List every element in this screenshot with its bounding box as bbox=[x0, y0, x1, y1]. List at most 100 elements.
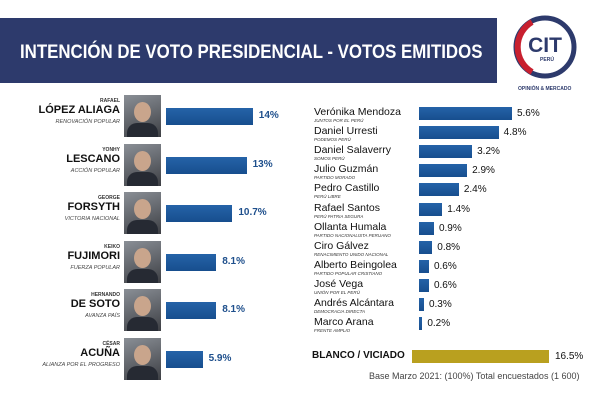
bar bbox=[419, 259, 429, 273]
bar-value-label: 10.7% bbox=[238, 207, 267, 218]
cit-logo: CIT PERÚ bbox=[513, 15, 577, 79]
candidate-party: SOMOS PERÚ bbox=[314, 156, 345, 162]
candidate-name: Alberto Beingolea bbox=[314, 258, 397, 271]
candidate-row: KEIKO FUJIMORI FUERZA POPULAR 8.1% bbox=[0, 240, 290, 285]
candidate-row: Andrés Alcántara DEMOCRACIA DIRECTA 0.3% bbox=[300, 297, 600, 316]
bar bbox=[166, 253, 217, 271]
bar-value-label: 0.9% bbox=[438, 222, 462, 234]
candidate-last-name: FORSYTH bbox=[67, 201, 120, 213]
bar bbox=[419, 221, 434, 235]
footnote: Base Marzo 2021: (100%) Total encuestado… bbox=[369, 371, 580, 381]
bar-value-label: 0.3% bbox=[428, 299, 452, 310]
candidate-party: ALIANZA POR EL PROGRESO bbox=[42, 361, 120, 368]
candidate-name: Julio Guzmán bbox=[314, 163, 379, 176]
bar bbox=[419, 183, 459, 197]
chart-title: INTENCIÓN DE VOTO PRESIDENCIAL - VOTOS E… bbox=[20, 41, 483, 63]
bar-value-label: 14% bbox=[258, 110, 279, 121]
bar-value-label: 2.9% bbox=[472, 165, 495, 177]
candidate-party: VICTORIA NACIONAL bbox=[64, 216, 120, 222]
candidate-party: JUNTOS POR EL PERÚ bbox=[314, 118, 364, 123]
candidate-party: PARTIDO MORADO bbox=[314, 175, 356, 181]
candidate-last-name: ACUÑA bbox=[80, 346, 120, 359]
candidate-first-name: RAFAEL bbox=[100, 98, 120, 104]
candidate-last-name: LESCANO bbox=[66, 152, 120, 165]
bar-value-label: 0.2% bbox=[427, 318, 451, 330]
bar bbox=[166, 205, 233, 222]
bar-value-label: 8.1% bbox=[222, 255, 246, 267]
candidate-name: Andrés Alcántara bbox=[314, 297, 394, 309]
bar-value-label: 4.8% bbox=[503, 127, 527, 139]
candidate-party: PERÚ LIBRE bbox=[314, 194, 341, 200]
candidate-party: PARTIDO POPULAR CRISTIANO bbox=[314, 270, 383, 276]
candidate-party: PODEMOS PERÚ bbox=[314, 137, 351, 143]
candidate-photo bbox=[124, 240, 161, 283]
candidate-row: CÉSAR ACUÑA ALIANZA POR EL PROGRESO 5.9% bbox=[0, 337, 290, 382]
blanco-value: 16.5% bbox=[554, 351, 584, 362]
logo-tagline: OPINIÓN & MERCADO bbox=[518, 86, 572, 92]
svg-text:PERÚ: PERÚ bbox=[540, 56, 554, 63]
blanco-row: BLANCO / VICIADO 16.5% bbox=[300, 348, 600, 364]
candidate-row: Daniel Salaverry SOMOS PERÚ 3.2% bbox=[300, 144, 600, 163]
blanco-label: BLANCO / VICIADO bbox=[312, 350, 405, 361]
candidate-row: Rafael Santos PERÚ PATRIA SEGURA 1.4% bbox=[300, 202, 600, 221]
candidate-row: YONHY LESCANO ACCIÓN POPULAR 13% bbox=[0, 143, 290, 188]
bar-value-label: 1.4% bbox=[447, 203, 471, 215]
candidate-party: AVANZA PAÍS bbox=[85, 313, 120, 319]
candidate-party: PERÚ PATRIA SEGURA bbox=[314, 213, 364, 219]
bar bbox=[166, 350, 203, 368]
candidate-row: Ciro Gálvez RENACIMIENTO UNIDO NACIONAL … bbox=[300, 240, 600, 259]
svg-text:CIT: CIT bbox=[528, 34, 562, 57]
candidate-row: Marco Arana FRENTE AMPLIO 0.2% bbox=[300, 316, 600, 335]
candidate-row: José Vega UNIÓN POR EL PERÚ 0.6% bbox=[300, 278, 600, 297]
bar-value-label: 2.4% bbox=[463, 184, 487, 196]
candidate-row: Verónika Mendoza JUNTOS POR EL PERÚ 5.6% bbox=[300, 106, 600, 125]
candidate-photo bbox=[124, 289, 161, 331]
candidate-name: Ciro Gálvez bbox=[314, 239, 369, 252]
candidate-party: PARTIDO NACIONALISTA PERUANO bbox=[314, 232, 391, 238]
candidate-party: RENACIMIENTO UNIDO NACIONAL bbox=[314, 251, 389, 257]
bar-value-label: 8.1% bbox=[222, 304, 246, 315]
bar bbox=[166, 156, 247, 174]
bar-value-label: 0.6% bbox=[433, 260, 457, 272]
candidate-photo bbox=[124, 337, 161, 380]
bar bbox=[419, 240, 433, 254]
bar bbox=[166, 108, 253, 125]
candidate-name: Daniel Urresti bbox=[314, 125, 378, 138]
candidate-row: Daniel Urresti PODEMOS PERÚ 4.8% bbox=[300, 125, 600, 144]
bar bbox=[166, 302, 217, 319]
bar bbox=[419, 202, 443, 216]
bar bbox=[419, 126, 499, 140]
bar-value-label: 13% bbox=[252, 158, 273, 170]
candidate-row: RAFAEL LÓPEZ ALIAGA RENOVACIÓN POPULAR 1… bbox=[0, 95, 290, 139]
bar-value-label: 5.9% bbox=[208, 352, 232, 364]
bar bbox=[419, 164, 468, 178]
bar-value-label: 5.6% bbox=[516, 108, 540, 119]
candidate-photo bbox=[124, 143, 161, 186]
candidate-party: ACCIÓN POPULAR bbox=[70, 167, 120, 174]
bar bbox=[419, 278, 429, 292]
title-banner: INTENCIÓN DE VOTO PRESIDENCIAL - VOTOS E… bbox=[0, 18, 497, 83]
candidate-first-name: KEIKO bbox=[104, 243, 120, 250]
candidate-name: Ollanta Humala bbox=[314, 220, 387, 233]
candidate-first-name: HERNANDO bbox=[91, 292, 120, 298]
candidate-name: Pedro Castillo bbox=[314, 182, 380, 195]
candidate-row: Pedro Castillo PERÚ LIBRE 2.4% bbox=[300, 182, 600, 201]
candidate-first-name: YONHY bbox=[102, 146, 120, 153]
candidate-photo bbox=[124, 192, 161, 234]
candidate-last-name: FUJIMORI bbox=[67, 249, 120, 262]
candidate-party: FUERZA POPULAR bbox=[70, 264, 120, 271]
candidate-row: Julio Guzmán PARTIDO MORADO 2.9% bbox=[300, 163, 600, 182]
candidate-name: Marco Arana bbox=[314, 316, 374, 329]
candidate-name: José Vega bbox=[314, 277, 364, 290]
candidate-party: FRENTE AMPLIO bbox=[314, 328, 351, 334]
candidate-last-name: DE SOTO bbox=[70, 298, 120, 310]
candidate-first-name: CÉSAR bbox=[102, 340, 120, 347]
candidate-photo bbox=[124, 95, 161, 137]
bar bbox=[419, 317, 423, 331]
bar bbox=[419, 145, 473, 159]
blanco-bar bbox=[412, 350, 549, 363]
candidate-name: Rafael Santos bbox=[314, 201, 380, 214]
candidate-last-name: LÓPEZ ALIAGA bbox=[38, 104, 120, 116]
candidate-row: GEORGE FORSYTH VICTORIA NACIONAL 10.7% bbox=[0, 192, 290, 236]
bar bbox=[419, 298, 424, 311]
